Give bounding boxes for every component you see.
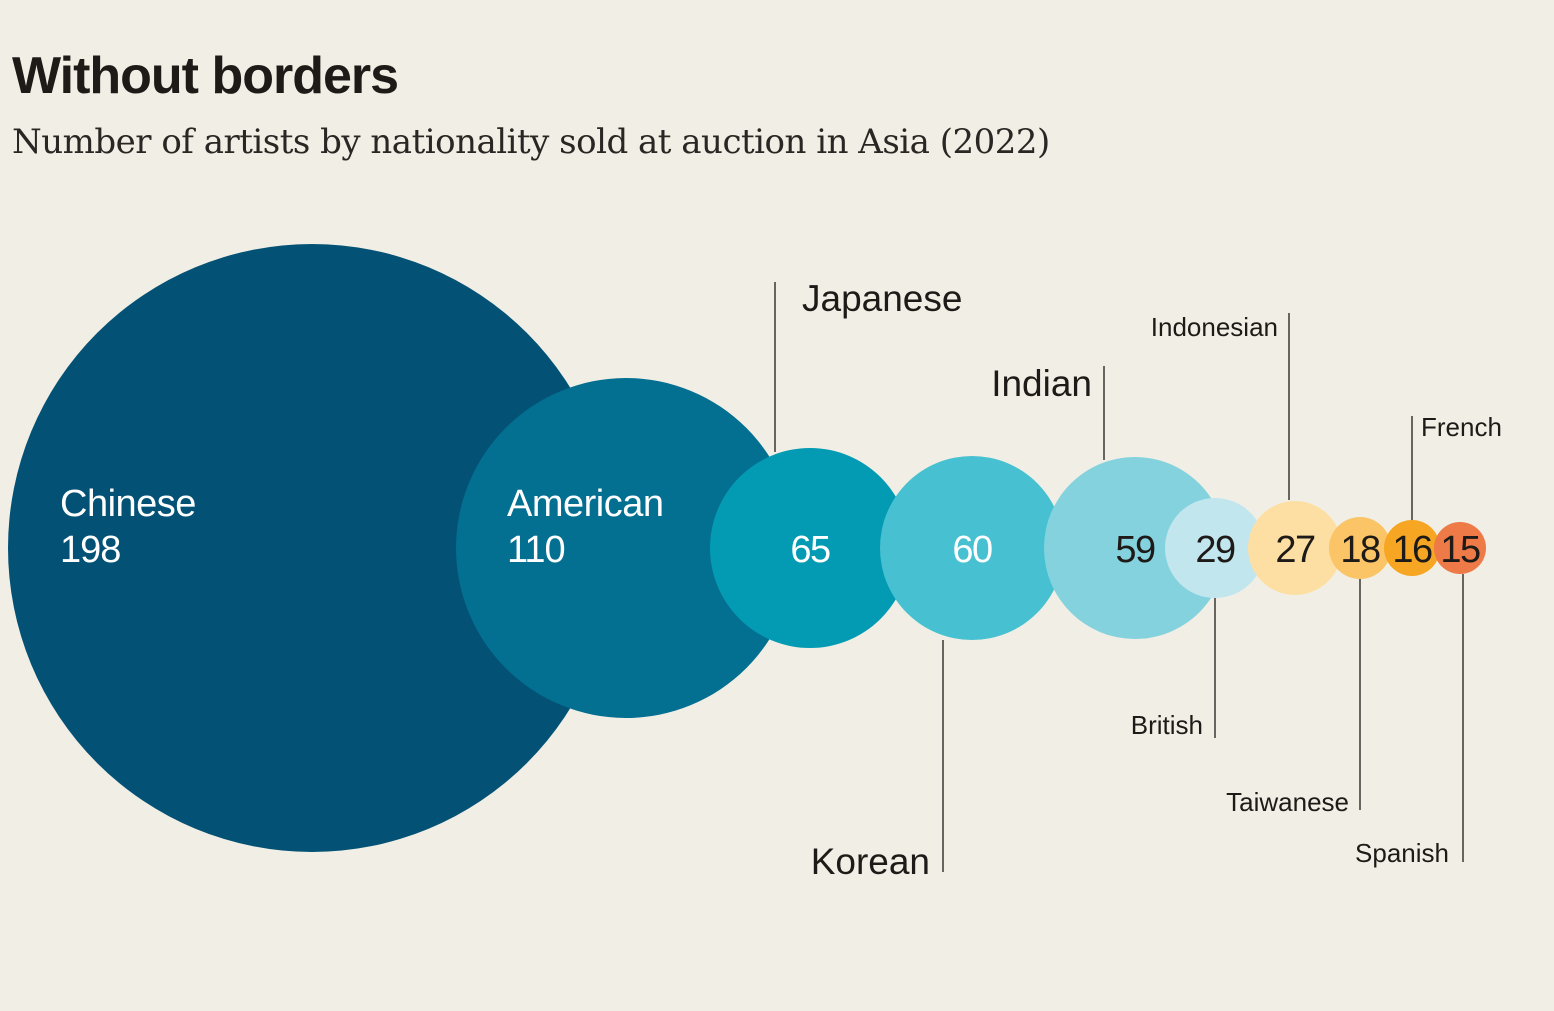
bubbles — [8, 244, 1486, 852]
bubble-indian — [1044, 457, 1226, 639]
bubble-korean — [880, 456, 1064, 640]
bubble-label-taiwanese: Taiwanese — [1226, 787, 1349, 817]
bubble-label-indian: Indian — [991, 363, 1092, 404]
bubble-value-japanese: 65 — [790, 529, 830, 571]
chart-title: Without borders — [12, 47, 399, 105]
bubble-value-taiwanese: 18 — [1340, 529, 1380, 571]
bubble-japanese — [710, 448, 910, 648]
bubble-spanish — [1434, 522, 1486, 574]
bubble-british — [1165, 498, 1265, 598]
bubble-value-chinese: 198 — [60, 529, 120, 571]
bubble-chinese — [8, 244, 616, 852]
bubble-label-french: French — [1421, 412, 1502, 442]
bubble-taiwanese — [1329, 517, 1391, 579]
bubble-label-british: British — [1131, 710, 1203, 740]
bubble-value-spanish: 15 — [1440, 529, 1480, 571]
bubble-label-korean: Korean — [811, 841, 930, 882]
bubble-label-japanese: Japanese — [802, 278, 962, 319]
bubble-value-american: 110 — [507, 529, 565, 571]
bubble-indonesian — [1248, 501, 1342, 595]
leader-lines — [774, 282, 1464, 872]
bubble-value-british: 29 — [1195, 529, 1235, 571]
bubble-value-korean: 60 — [952, 529, 992, 571]
bubble-value-indian: 59 — [1115, 529, 1155, 571]
bubble-label-spanish: Spanish — [1355, 838, 1449, 868]
bubble-label-indonesian: Indonesian — [1151, 312, 1278, 342]
bubble-american — [456, 378, 796, 718]
chart-subtitle: Number of artists by nationality sold at… — [12, 122, 1050, 162]
bubble-value-indonesian: 27 — [1275, 529, 1315, 571]
bubble-french — [1384, 520, 1440, 576]
bubble-value-french: 16 — [1392, 529, 1432, 571]
bubble-label-chinese: Chinese — [60, 483, 196, 525]
bubble-label-american: American — [507, 483, 664, 525]
